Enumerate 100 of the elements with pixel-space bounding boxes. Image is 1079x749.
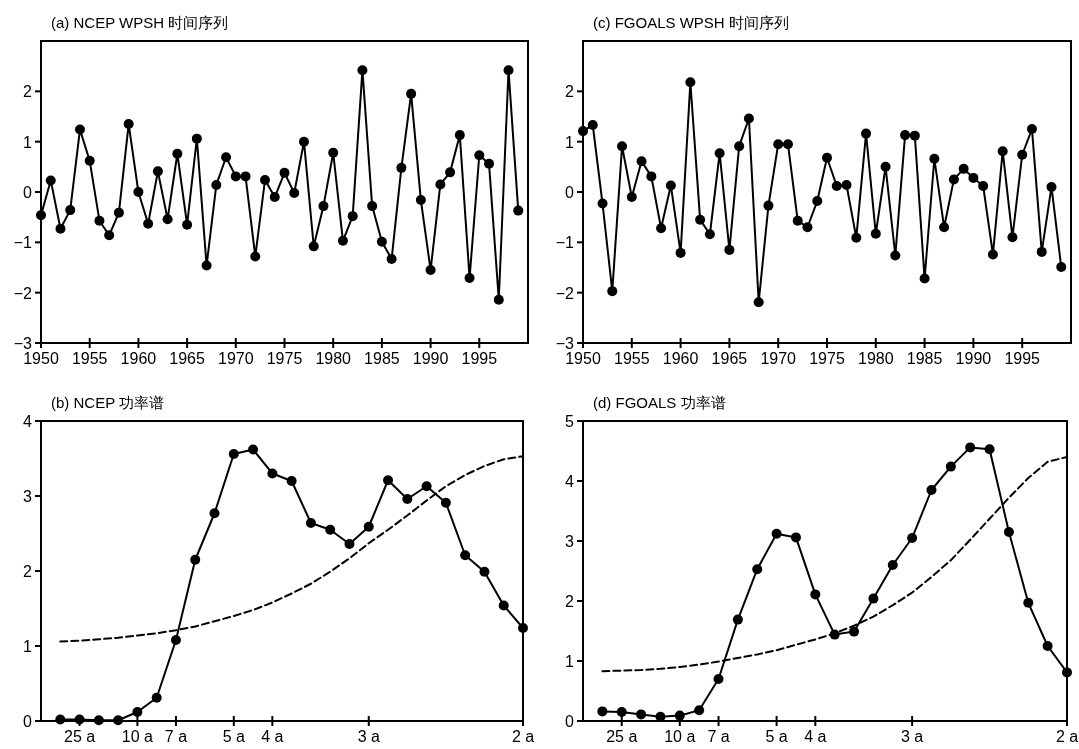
point bbox=[308, 241, 319, 252]
point bbox=[383, 475, 394, 486]
point bbox=[289, 188, 300, 199]
point bbox=[792, 215, 803, 226]
point bbox=[344, 539, 355, 549]
point bbox=[997, 146, 1008, 157]
point bbox=[182, 219, 193, 230]
point bbox=[782, 139, 793, 150]
x-tick-label: 5 a bbox=[765, 728, 788, 745]
point bbox=[396, 162, 407, 173]
y-tick-label: −1 bbox=[555, 234, 575, 252]
point bbox=[250, 251, 261, 262]
x-tick-label: 1985 bbox=[906, 350, 943, 367]
point bbox=[636, 156, 647, 167]
point bbox=[170, 635, 181, 645]
point bbox=[367, 201, 378, 212]
point bbox=[445, 167, 456, 178]
point bbox=[790, 532, 801, 543]
y-tick-label: 2 bbox=[23, 83, 33, 101]
point bbox=[965, 442, 976, 453]
point bbox=[849, 626, 860, 637]
point bbox=[415, 195, 426, 206]
x-tick-label: 10 a bbox=[664, 728, 696, 745]
point bbox=[945, 461, 956, 472]
y-tick-label: 4 bbox=[565, 473, 575, 490]
point bbox=[714, 148, 725, 159]
point bbox=[421, 481, 432, 492]
point bbox=[406, 88, 417, 99]
point bbox=[190, 554, 201, 565]
point bbox=[221, 152, 232, 163]
y-tick-label: 4 bbox=[23, 413, 33, 430]
point bbox=[646, 171, 657, 182]
point bbox=[868, 593, 879, 604]
y-tick-label: −3 bbox=[555, 335, 575, 352]
point bbox=[498, 600, 509, 611]
point bbox=[597, 706, 608, 717]
point bbox=[870, 228, 881, 239]
point bbox=[132, 707, 143, 717]
y-tick-label: 0 bbox=[565, 713, 575, 730]
point bbox=[948, 174, 959, 185]
point bbox=[734, 141, 745, 152]
point bbox=[201, 260, 212, 271]
point bbox=[1046, 181, 1057, 192]
point bbox=[484, 158, 495, 169]
point bbox=[926, 485, 937, 495]
point bbox=[143, 218, 154, 229]
point bbox=[880, 161, 891, 172]
y-tick-label: 3 bbox=[23, 488, 33, 505]
x-tick-label: 4 a bbox=[261, 728, 284, 745]
x-tick-label: 1965 bbox=[169, 350, 205, 367]
point bbox=[104, 230, 115, 241]
point bbox=[211, 179, 222, 190]
point bbox=[347, 211, 358, 222]
point bbox=[503, 65, 514, 76]
point bbox=[513, 205, 524, 216]
x-tick-label: 1995 bbox=[461, 350, 498, 367]
point bbox=[279, 167, 290, 178]
point bbox=[704, 229, 715, 240]
point bbox=[357, 65, 368, 76]
point bbox=[958, 163, 969, 174]
point bbox=[810, 589, 821, 600]
point bbox=[133, 187, 144, 197]
point bbox=[724, 244, 735, 255]
point bbox=[861, 128, 872, 139]
x-tick-label: 1980 bbox=[858, 350, 894, 367]
point bbox=[851, 232, 862, 243]
point bbox=[1017, 149, 1028, 160]
y-tick-label: 1 bbox=[23, 133, 33, 151]
x-tick-label: 1980 bbox=[315, 350, 352, 367]
point bbox=[435, 179, 446, 190]
point bbox=[84, 155, 95, 166]
chart-title: (c) FGOALS WPSH 时间序列 bbox=[593, 14, 789, 31]
x-tick-label: 1985 bbox=[364, 350, 400, 367]
point bbox=[113, 207, 124, 218]
x-tick-label: 1990 bbox=[955, 350, 992, 367]
point bbox=[1036, 246, 1047, 257]
x-tick-label: 1975 bbox=[809, 350, 845, 367]
point bbox=[267, 468, 278, 479]
x-tick-label: 1975 bbox=[266, 350, 303, 367]
point bbox=[674, 710, 685, 721]
chart-title: (d) FGOALS 功率谱 bbox=[593, 394, 726, 411]
point bbox=[909, 130, 920, 141]
point bbox=[65, 205, 76, 216]
point bbox=[454, 130, 465, 141]
point bbox=[695, 214, 706, 225]
point bbox=[230, 171, 241, 182]
y-tick-label: −2 bbox=[555, 284, 575, 302]
x-tick-label: 1950 bbox=[23, 350, 59, 367]
point bbox=[240, 171, 251, 182]
point bbox=[152, 166, 163, 177]
point bbox=[968, 172, 979, 183]
point bbox=[802, 222, 813, 233]
point bbox=[713, 674, 724, 684]
point bbox=[1026, 124, 1037, 135]
x-tick-label: 1955 bbox=[71, 350, 108, 367]
x-tick-label: 25 a bbox=[63, 728, 96, 745]
point bbox=[665, 180, 676, 191]
x-tick-label: 5 a bbox=[222, 728, 246, 745]
point bbox=[753, 297, 764, 308]
point bbox=[675, 247, 686, 258]
